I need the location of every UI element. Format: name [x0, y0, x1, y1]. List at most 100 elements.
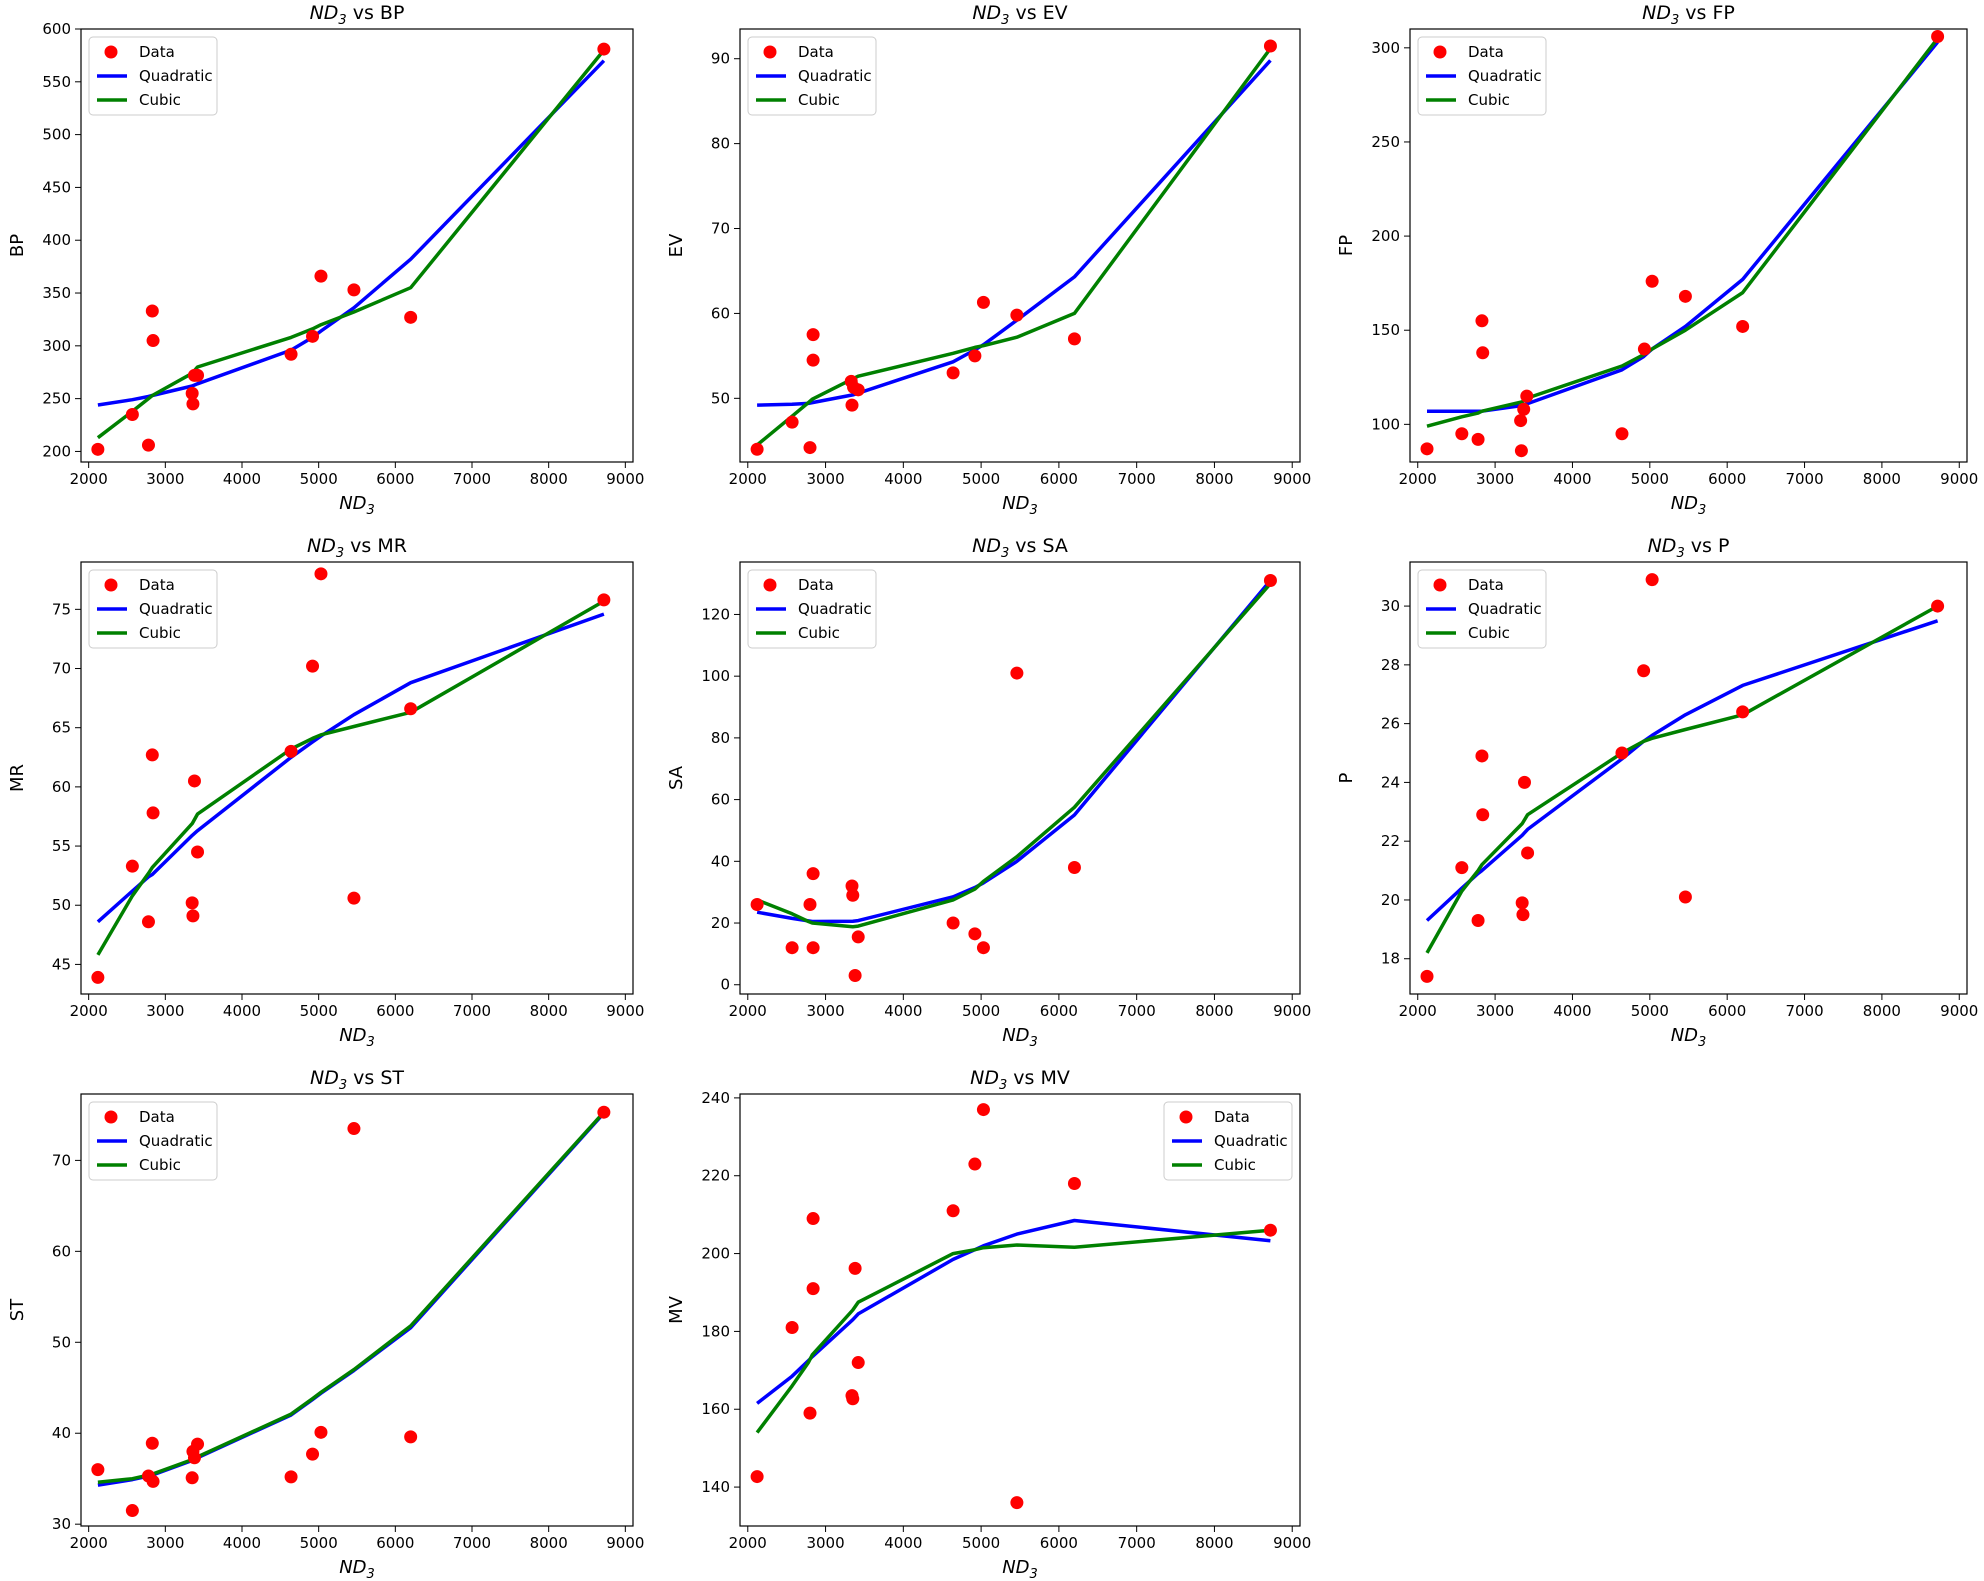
y-tick-label: 28: [1381, 656, 1400, 674]
y-tick-label: 250: [42, 390, 71, 408]
data-point: [146, 806, 160, 820]
y-tick-label: 180: [701, 1322, 730, 1340]
x-axis-label-main: ND: [1002, 1025, 1029, 1046]
legend-data-marker: [104, 578, 118, 592]
data-point: [185, 386, 199, 400]
axes-frame: [80, 1093, 634, 1527]
x-tick-label: 6000: [376, 1002, 414, 1020]
y-tick-label: 80: [711, 729, 730, 747]
data-point: [1637, 664, 1651, 678]
x-tick-label: 2000: [729, 1002, 767, 1020]
x-axis-label-subscript: 3: [1698, 503, 1706, 518]
legend-quadratic-label: Quadratic: [798, 67, 872, 85]
x-axis-label-main: ND: [339, 1557, 366, 1578]
title-subscript: 3: [1671, 13, 1679, 28]
y-tick-label: 250: [1371, 133, 1400, 151]
y-tick-label: 400: [42, 231, 71, 249]
axes-frame: [739, 28, 1301, 463]
legend-data-label: Data: [1468, 576, 1504, 594]
cubic-fit-line: [1426, 37, 1939, 428]
x-tick-label: 9000: [606, 470, 644, 488]
data-point: [314, 567, 328, 581]
y-tick-label: 150: [1371, 321, 1400, 339]
x-tick-label: 5000: [962, 1002, 1000, 1020]
data-point: [1931, 30, 1945, 44]
title-variable: ND: [307, 535, 336, 557]
data-point: [806, 941, 820, 955]
data-point: [1521, 846, 1535, 860]
y-tick-label: 300: [1371, 39, 1400, 57]
y-tick-label: 120: [701, 605, 730, 623]
legend-quadratic-label: Quadratic: [139, 1132, 213, 1150]
legend-data-marker: [1433, 45, 1447, 59]
y-tick-label: 100: [1371, 415, 1400, 433]
data-point: [1517, 402, 1531, 416]
x-tick-label: 2000: [70, 470, 108, 488]
y-axis-label: SA: [666, 765, 687, 790]
y-tick-label: 90: [711, 50, 730, 68]
legend-data-label: Data: [798, 43, 834, 61]
data-point: [306, 659, 320, 673]
legend-cubic-label: Cubic: [1214, 1156, 1256, 1174]
x-tick-label: 8000: [530, 1002, 568, 1020]
x-axis-label: ND3: [1002, 1557, 1038, 1581]
x-axis-label-subscript: 3: [367, 1567, 375, 1581]
x-tick-label: 6000: [1708, 1002, 1746, 1020]
x-tick-label: 6000: [376, 1534, 414, 1552]
data-point: [1645, 274, 1659, 288]
x-tick-label: 8000: [530, 1534, 568, 1552]
x-tick-label: 4000: [884, 470, 922, 488]
x-axis-label: ND3: [1002, 493, 1038, 518]
data-point: [976, 941, 990, 955]
title-variable: ND: [310, 2, 339, 24]
x-axis-label-subscript: 3: [367, 1035, 375, 1050]
x-axis-label: ND3: [1671, 1025, 1707, 1050]
x-tick-label: 7000: [453, 470, 491, 488]
legend-quadratic-label: Quadratic: [1468, 600, 1542, 618]
x-tick-label: 4000: [223, 470, 261, 488]
cubic-fit-line: [1425, 604, 1939, 954]
legend: Data Quadratic Cubic: [747, 36, 877, 116]
data-point: [976, 1103, 990, 1117]
data-point: [141, 438, 155, 452]
data-point: [1476, 346, 1490, 360]
y-tick-label: 600: [42, 20, 71, 38]
y-axis-label: MV: [666, 1295, 687, 1324]
x-tick-label: 8000: [1863, 1002, 1901, 1020]
quadratic-fit-line: [1425, 619, 1939, 922]
x-tick-label: 6000: [1040, 1534, 1078, 1552]
data-point: [347, 1122, 361, 1136]
x-tick-label: 4000: [223, 1002, 261, 1020]
title-subscript: 3: [1676, 546, 1684, 561]
legend-box: [1163, 1101, 1293, 1181]
data-point: [750, 442, 764, 456]
x-tick-label: 9000: [1273, 470, 1311, 488]
legend-data-label: Data: [139, 43, 175, 61]
data-point: [347, 891, 361, 905]
x-axis-label-main: ND: [1002, 1557, 1029, 1578]
data-point: [1067, 332, 1081, 346]
y-axis-label: EV: [666, 233, 687, 257]
data-point: [597, 42, 611, 56]
x-tick-label: 4000: [1553, 470, 1591, 488]
data-point: [968, 927, 982, 941]
title-variable: ND: [1648, 535, 1677, 557]
x-tick-label: 2000: [729, 1534, 767, 1552]
data-point: [191, 1437, 205, 1451]
data-point: [1678, 890, 1692, 904]
legend-cubic-label: Cubic: [1468, 624, 1510, 642]
data-point: [314, 269, 328, 283]
data-point: [1471, 432, 1485, 446]
y-tick-label: 26: [1381, 715, 1400, 733]
data-point: [145, 748, 159, 762]
x-axis-label: ND3: [339, 493, 375, 518]
title-variable: ND: [310, 1067, 339, 1089]
data-point: [125, 407, 139, 421]
x-axis-label-main: ND: [1002, 493, 1029, 514]
data-point: [1263, 39, 1277, 53]
y-axis-label: ST: [7, 1298, 28, 1321]
